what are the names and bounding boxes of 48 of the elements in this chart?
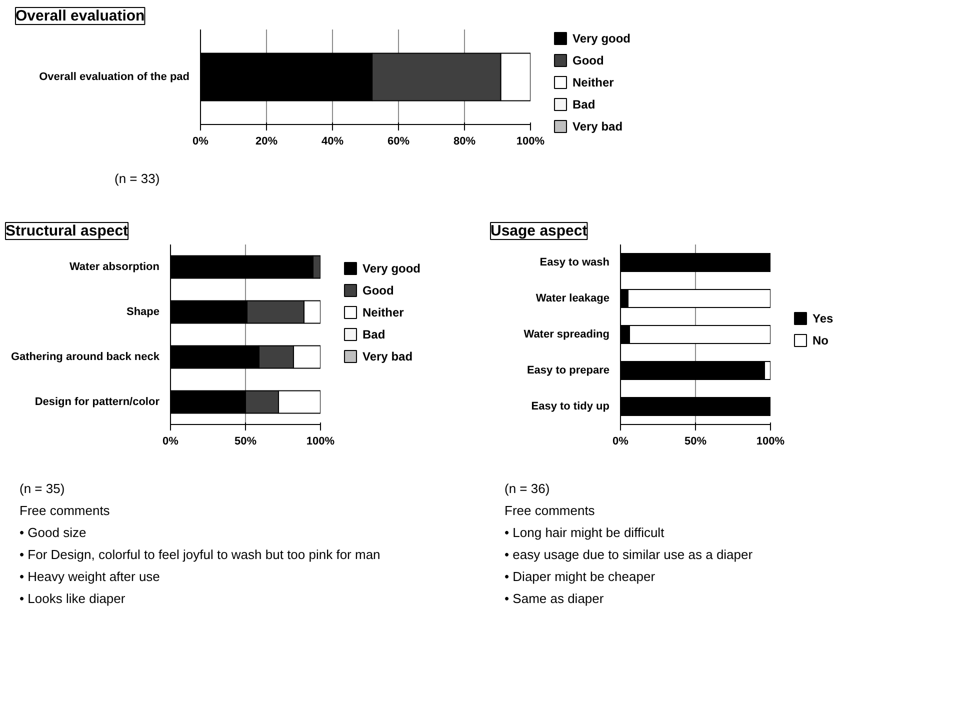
x-tick-label: 40% — [321, 136, 344, 148]
x-tick-label: 50% — [684, 436, 707, 448]
text: • Diaper might be cheaper — [504, 569, 656, 584]
legend-label: Yes — [812, 312, 834, 326]
text: • Looks like diaper — [20, 591, 126, 606]
text: • Long hair might be difficult — [504, 525, 665, 540]
x-tick-label: 0% — [612, 436, 629, 448]
x-tick-label: 50% — [234, 436, 257, 448]
legend-label: Good — [362, 284, 394, 298]
legend-label: No — [812, 334, 828, 348]
text: (n = 33) — [114, 171, 160, 186]
y-tick-label: Water spreading — [524, 328, 610, 340]
y-tick-label: Water leakage — [536, 292, 610, 304]
x-tick-label: 0% — [192, 136, 209, 148]
text: • For Design, colorful to feel joyful to wash but too pink for man — [20, 547, 380, 562]
y-tick-label: Easy to prepare — [526, 364, 610, 376]
y-tick-label: Water absorption — [69, 261, 160, 273]
text: (n = 36) — [504, 481, 550, 496]
text: Free comments — [20, 503, 110, 518]
x-tick-label: 80% — [453, 136, 476, 148]
legend-label: Very good — [572, 32, 631, 46]
y-tick-label: Shape — [126, 306, 160, 318]
text: • Same as diaper — [504, 591, 604, 606]
y-tick-label: Overall evaluation of the pad — [39, 71, 190, 83]
y-tick-label: Easy to tidy up — [531, 400, 610, 412]
legend-label: Bad — [572, 98, 596, 112]
x-tick-label: 0% — [162, 436, 179, 448]
legend-label: Neither — [362, 306, 404, 320]
x-tick-label: 100% — [306, 436, 335, 448]
text: • easy usage due to similar use as a diaper — [504, 547, 754, 562]
legend-label: Bad — [362, 328, 386, 342]
legend-label: Very bad — [572, 120, 623, 134]
x-tick-label: 100% — [756, 436, 785, 448]
text: (n = 35) — [20, 481, 65, 496]
legend-label: Good — [572, 54, 604, 68]
x-tick-label: 100% — [516, 136, 545, 148]
text: Free comments — [504, 503, 596, 518]
y-tick-label: Gathering around back neck — [10, 351, 160, 363]
text: Overall evaluation — [16, 8, 145, 24]
text: • Good size — [20, 525, 86, 540]
x-tick-label: 20% — [255, 136, 278, 148]
legend-label: Neither — [572, 76, 614, 90]
y-tick-label: Easy to wash — [540, 256, 610, 268]
text: • Heavy weight after use — [20, 569, 160, 584]
x-tick-label: 60% — [387, 136, 410, 148]
legend-label: Very bad — [362, 350, 413, 364]
legend-label: Very good — [362, 262, 421, 276]
y-tick-label: Design for pattern/color — [34, 396, 160, 408]
